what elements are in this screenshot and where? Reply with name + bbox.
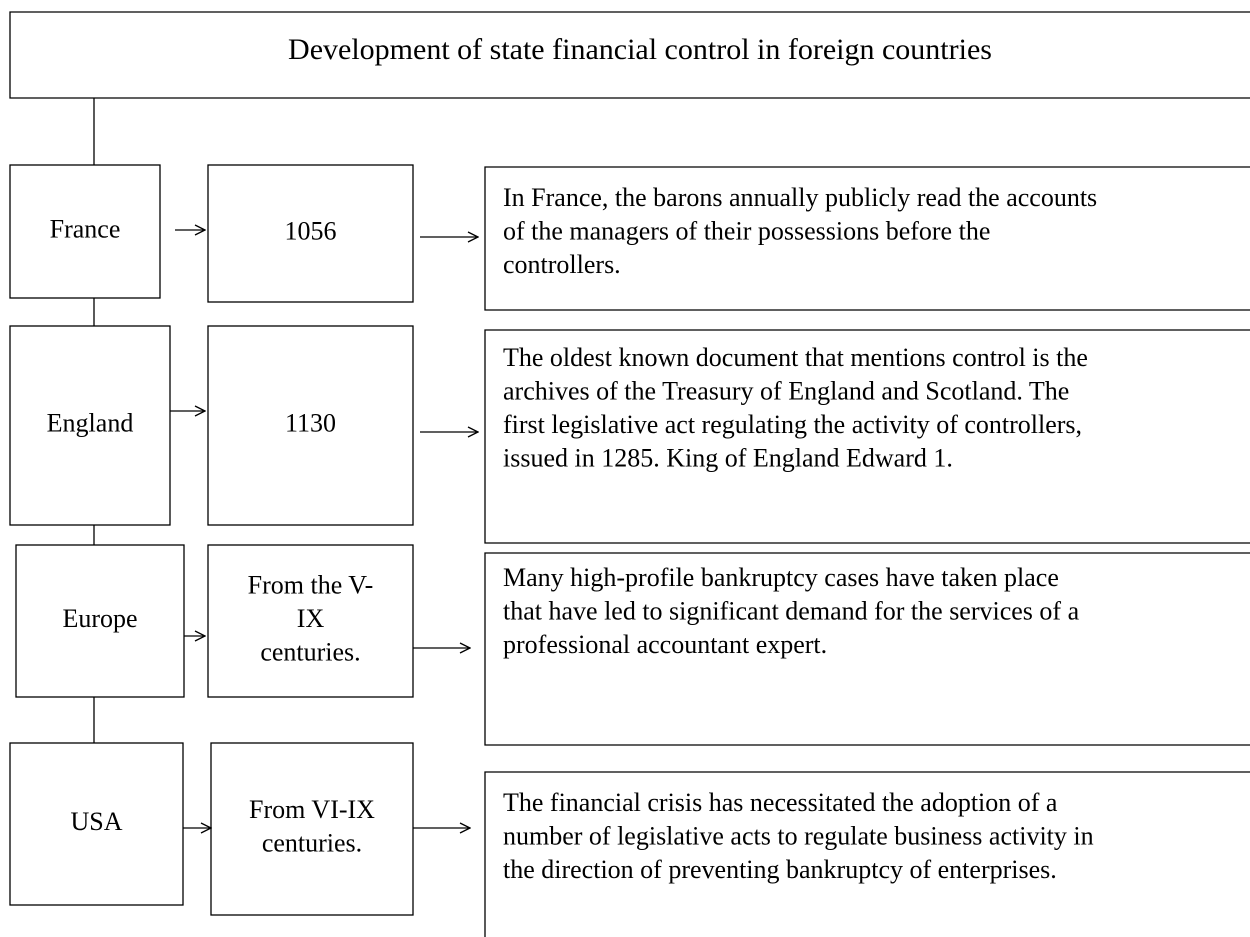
country-box bbox=[9, 325, 171, 526]
country: USA bbox=[70, 807, 122, 836]
period: centuries. bbox=[262, 829, 362, 858]
period-box bbox=[207, 544, 414, 698]
period: centuries. bbox=[260, 637, 360, 666]
period-box bbox=[207, 325, 414, 526]
country-box bbox=[9, 742, 184, 906]
description: that have led to significant demand for … bbox=[503, 596, 1080, 625]
title-box bbox=[9, 11, 1250, 99]
description: archives of the Treasury of England and … bbox=[503, 376, 1069, 405]
description-box bbox=[484, 329, 1250, 544]
description: issued in 1285. King of England Edward 1… bbox=[503, 443, 953, 472]
period: From VI-IX bbox=[249, 795, 375, 824]
description: In France, the barons annually publicly … bbox=[503, 183, 1097, 212]
country: France bbox=[50, 214, 121, 243]
period: IX bbox=[297, 604, 325, 633]
country-box bbox=[9, 164, 161, 299]
period-box bbox=[207, 164, 414, 303]
country-box bbox=[15, 544, 185, 698]
description-box bbox=[484, 166, 1250, 311]
description: the direction of preventing bankruptcy o… bbox=[503, 855, 1057, 884]
description: first legislative act regulating the act… bbox=[503, 410, 1082, 439]
country: Europe bbox=[62, 604, 137, 633]
description: The financial crisis has necessitated th… bbox=[503, 788, 1058, 817]
country: England bbox=[47, 408, 134, 437]
description: The oldest known document that mentions … bbox=[503, 343, 1088, 372]
period: From the V- bbox=[248, 570, 374, 599]
description: professional accountant expert. bbox=[503, 630, 827, 659]
description-box bbox=[484, 771, 1250, 937]
period: 1130 bbox=[285, 408, 336, 437]
description: of the managers of their possessions bef… bbox=[503, 216, 990, 245]
description-box bbox=[484, 552, 1250, 746]
description: number of legislative acts to regulate b… bbox=[503, 821, 1094, 850]
title: Development of state financial control i… bbox=[288, 33, 992, 66]
description: controllers. bbox=[503, 250, 621, 279]
description: Many high-profile bankruptcy cases have … bbox=[503, 563, 1059, 592]
period: 1056 bbox=[285, 216, 337, 245]
